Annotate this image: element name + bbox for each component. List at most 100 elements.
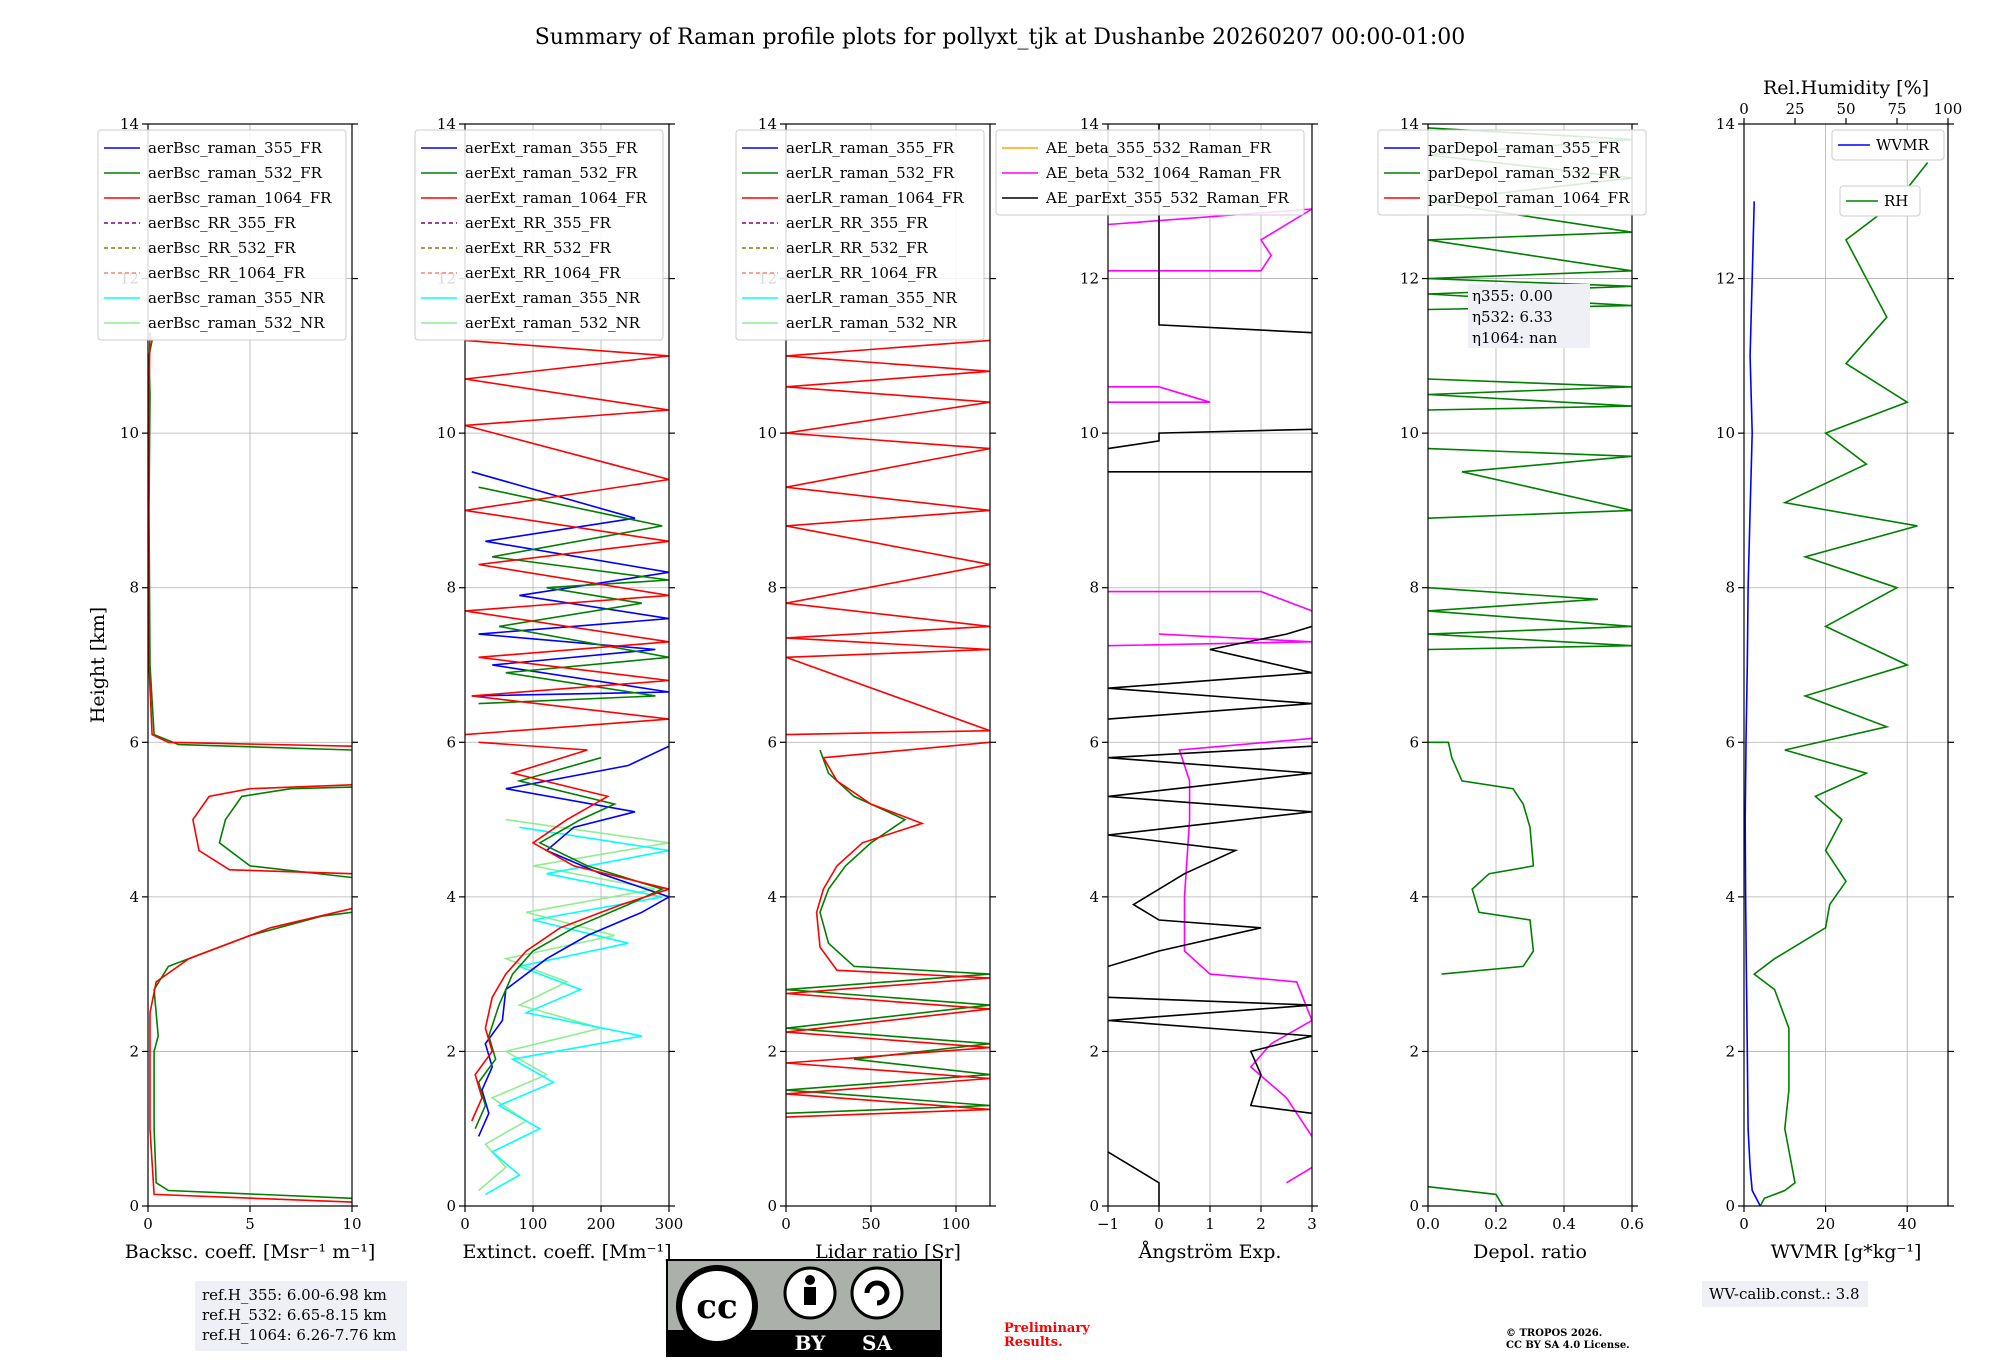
- series-line-aerExt_raman_1064_FR: [471, 741, 669, 1122]
- series-line-aerLR_raman_532_FR: [786, 749, 990, 1115]
- series-line-parDepol_raman_532_FR: [1428, 1185, 1504, 1206]
- xtick-label: 0.2: [1484, 1215, 1508, 1233]
- legend-entry: aerBsc_raman_1064_FR: [148, 189, 332, 207]
- ytick-label: 0: [767, 1197, 777, 1215]
- legend: aerBsc_raman_355_FR aerBsc_raman_532_FRae…: [97, 129, 347, 341]
- wv-calib-text: WV-calib.const.: 3.8: [1709, 1285, 1860, 1303]
- ytick-label: 12: [1716, 270, 1735, 288]
- ytick-label: 8: [1409, 579, 1419, 597]
- legend-entry: aerBsc_RR_532_FR: [148, 239, 296, 257]
- ytick-label: 2: [1409, 1042, 1419, 1060]
- legend-box: [414, 129, 664, 341]
- annotation-box: [1468, 284, 1590, 348]
- legend-entry: aerExt_raman_532_FR: [465, 164, 638, 182]
- x-axis-label: Lidar ratio [Sr]: [815, 1241, 961, 1263]
- x-axis-label: WVMR [g*kg⁻¹]: [1771, 1241, 1922, 1263]
- top-xtick-label: 100: [1934, 100, 1963, 118]
- xtick-label: 0.4: [1552, 1215, 1576, 1233]
- series-group: [148, 332, 352, 1203]
- legend-entry: aerExt_raman_1064_FR: [465, 189, 647, 207]
- ytick-label: 4: [129, 888, 139, 906]
- legend-entry: aerLR_RR_1064_FR: [786, 264, 938, 282]
- xtick-label: 0.0: [1416, 1215, 1440, 1233]
- ytick-label: 4: [446, 888, 456, 906]
- ytick-label: 0: [1089, 1197, 1099, 1215]
- legend-box: [735, 129, 985, 341]
- series-line-AE_parExt_355_532_Raman_FR: [1108, 428, 1312, 450]
- legend-entry: aerBsc_raman_355_NR: [148, 289, 325, 307]
- legend-entry: aerBsc_raman_355_FR: [148, 139, 323, 157]
- legend-entry: AE_beta_532_1064_Raman_FR: [1045, 164, 1281, 182]
- series-line-aerExt_raman_355_FR: [477, 745, 669, 1137]
- ytick-label: 8: [767, 579, 777, 597]
- ytick-label: 2: [446, 1042, 456, 1060]
- ytick-label: 4: [1725, 888, 1735, 906]
- sa-label: SA: [862, 1331, 892, 1355]
- series-line-RH: [1752, 162, 1929, 1206]
- xtick-label: 2: [1256, 1215, 1266, 1233]
- ytick-label: 14: [758, 115, 777, 133]
- ytick-label: 8: [446, 579, 456, 597]
- ytick-label: 2: [1725, 1042, 1735, 1060]
- series-line-parDepol_raman_532_FR: [1428, 741, 1535, 975]
- legend-box: [97, 129, 347, 341]
- xtick-label: 50: [861, 1215, 880, 1233]
- series-line-AE_beta_532_1064_Raman_FR: [1108, 590, 1312, 612]
- ytick-label: 8: [1725, 579, 1735, 597]
- series-group: [786, 339, 990, 1118]
- ytick-label: 0: [1409, 1197, 1419, 1215]
- ytick-label: 2: [1089, 1042, 1099, 1060]
- series-line-aerLR_raman_1064_FR: [786, 339, 990, 736]
- legend-box: [1377, 129, 1647, 216]
- axes-frame: [785, 123, 991, 1207]
- xtick-label: 0: [143, 1215, 153, 1233]
- results-text: Results.: [1004, 1335, 1063, 1350]
- legend-entry: parDepol_raman_532_FR: [1428, 164, 1621, 182]
- legend: AE_beta_355_532_Raman_FR AE_beta_532_1064…: [995, 129, 1305, 216]
- series-line-AE_parExt_355_532_Raman_FR: [1108, 745, 1312, 968]
- xtick-label: 3: [1307, 1215, 1317, 1233]
- series-line-aerExt_raman_355_NR: [485, 826, 669, 1196]
- x-axis-label: Extinct. coeff. [Mm⁻¹]: [462, 1241, 671, 1263]
- eta-annotation: η355: 0.00 η532: 6.33 η1064: nan: [1468, 284, 1590, 348]
- series-line-parDepol_raman_532_FR: [1428, 378, 1632, 411]
- series-line-aerBsc_raman_532_FR: [148, 340, 352, 751]
- xtick-label: 0: [1154, 1215, 1164, 1233]
- reference-height-box: ref.H_355: 6.00-6.98 km ref.H_532: 6.65-…: [195, 1281, 407, 1351]
- ytick-label: 4: [1409, 888, 1419, 906]
- series-line-AE_parExt_355_532_Raman_FR: [1108, 1151, 1160, 1206]
- legend-entry: aerLR_raman_532_FR: [786, 164, 955, 182]
- series-line-aerLR_raman_1064_FR: [786, 741, 990, 1118]
- legend-box-rh: [1839, 185, 1921, 217]
- legend-entry: aerExt_RR_1064_FR: [465, 264, 621, 282]
- series-line-aerExt_raman_1064_FR: [465, 339, 669, 736]
- ytick-label: 2: [767, 1042, 777, 1060]
- series-line-aerBsc_raman_1064_FR: [192, 784, 352, 875]
- xtick-label: 40: [1898, 1215, 1917, 1233]
- top-xtick-label: 0: [1739, 100, 1749, 118]
- series-group: [1428, 127, 1632, 1206]
- series-group: [465, 339, 669, 1196]
- x-axis-label: Depol. ratio: [1473, 1241, 1587, 1263]
- legend-entry: parDepol_raman_355_FR: [1428, 139, 1621, 157]
- xtick-label: 10: [342, 1215, 361, 1233]
- series-line-AE_parExt_355_532_Raman_FR: [1108, 625, 1312, 720]
- preliminary-text: Preliminary: [1004, 1321, 1090, 1336]
- ytick-label: 8: [129, 579, 139, 597]
- top-xtick-label: 75: [1887, 100, 1906, 118]
- xtick-label: 0: [460, 1215, 470, 1233]
- refh-355-text: ref.H_355: 6.00-6.98 km: [202, 1286, 387, 1304]
- ytick-label: 10: [758, 424, 777, 442]
- series-line-AE_beta_532_1064_Raman_FR: [1108, 633, 1312, 647]
- xtick-label: 200: [587, 1215, 616, 1233]
- legend: aerExt_raman_355_FR aerExt_raman_532_FRae…: [414, 129, 664, 341]
- ytick-label: 10: [437, 424, 456, 442]
- legend-entry: aerExt_RR_355_FR: [465, 214, 612, 232]
- ytick-label: 14: [1080, 115, 1099, 133]
- top-xtick-label: 50: [1836, 100, 1855, 118]
- xtick-label: 0: [781, 1215, 791, 1233]
- legend-entry: RH: [1884, 192, 1908, 210]
- ytick-label: 0: [129, 1197, 139, 1215]
- refh-532-text: ref.H_532: 6.65-8.15 km: [202, 1306, 387, 1324]
